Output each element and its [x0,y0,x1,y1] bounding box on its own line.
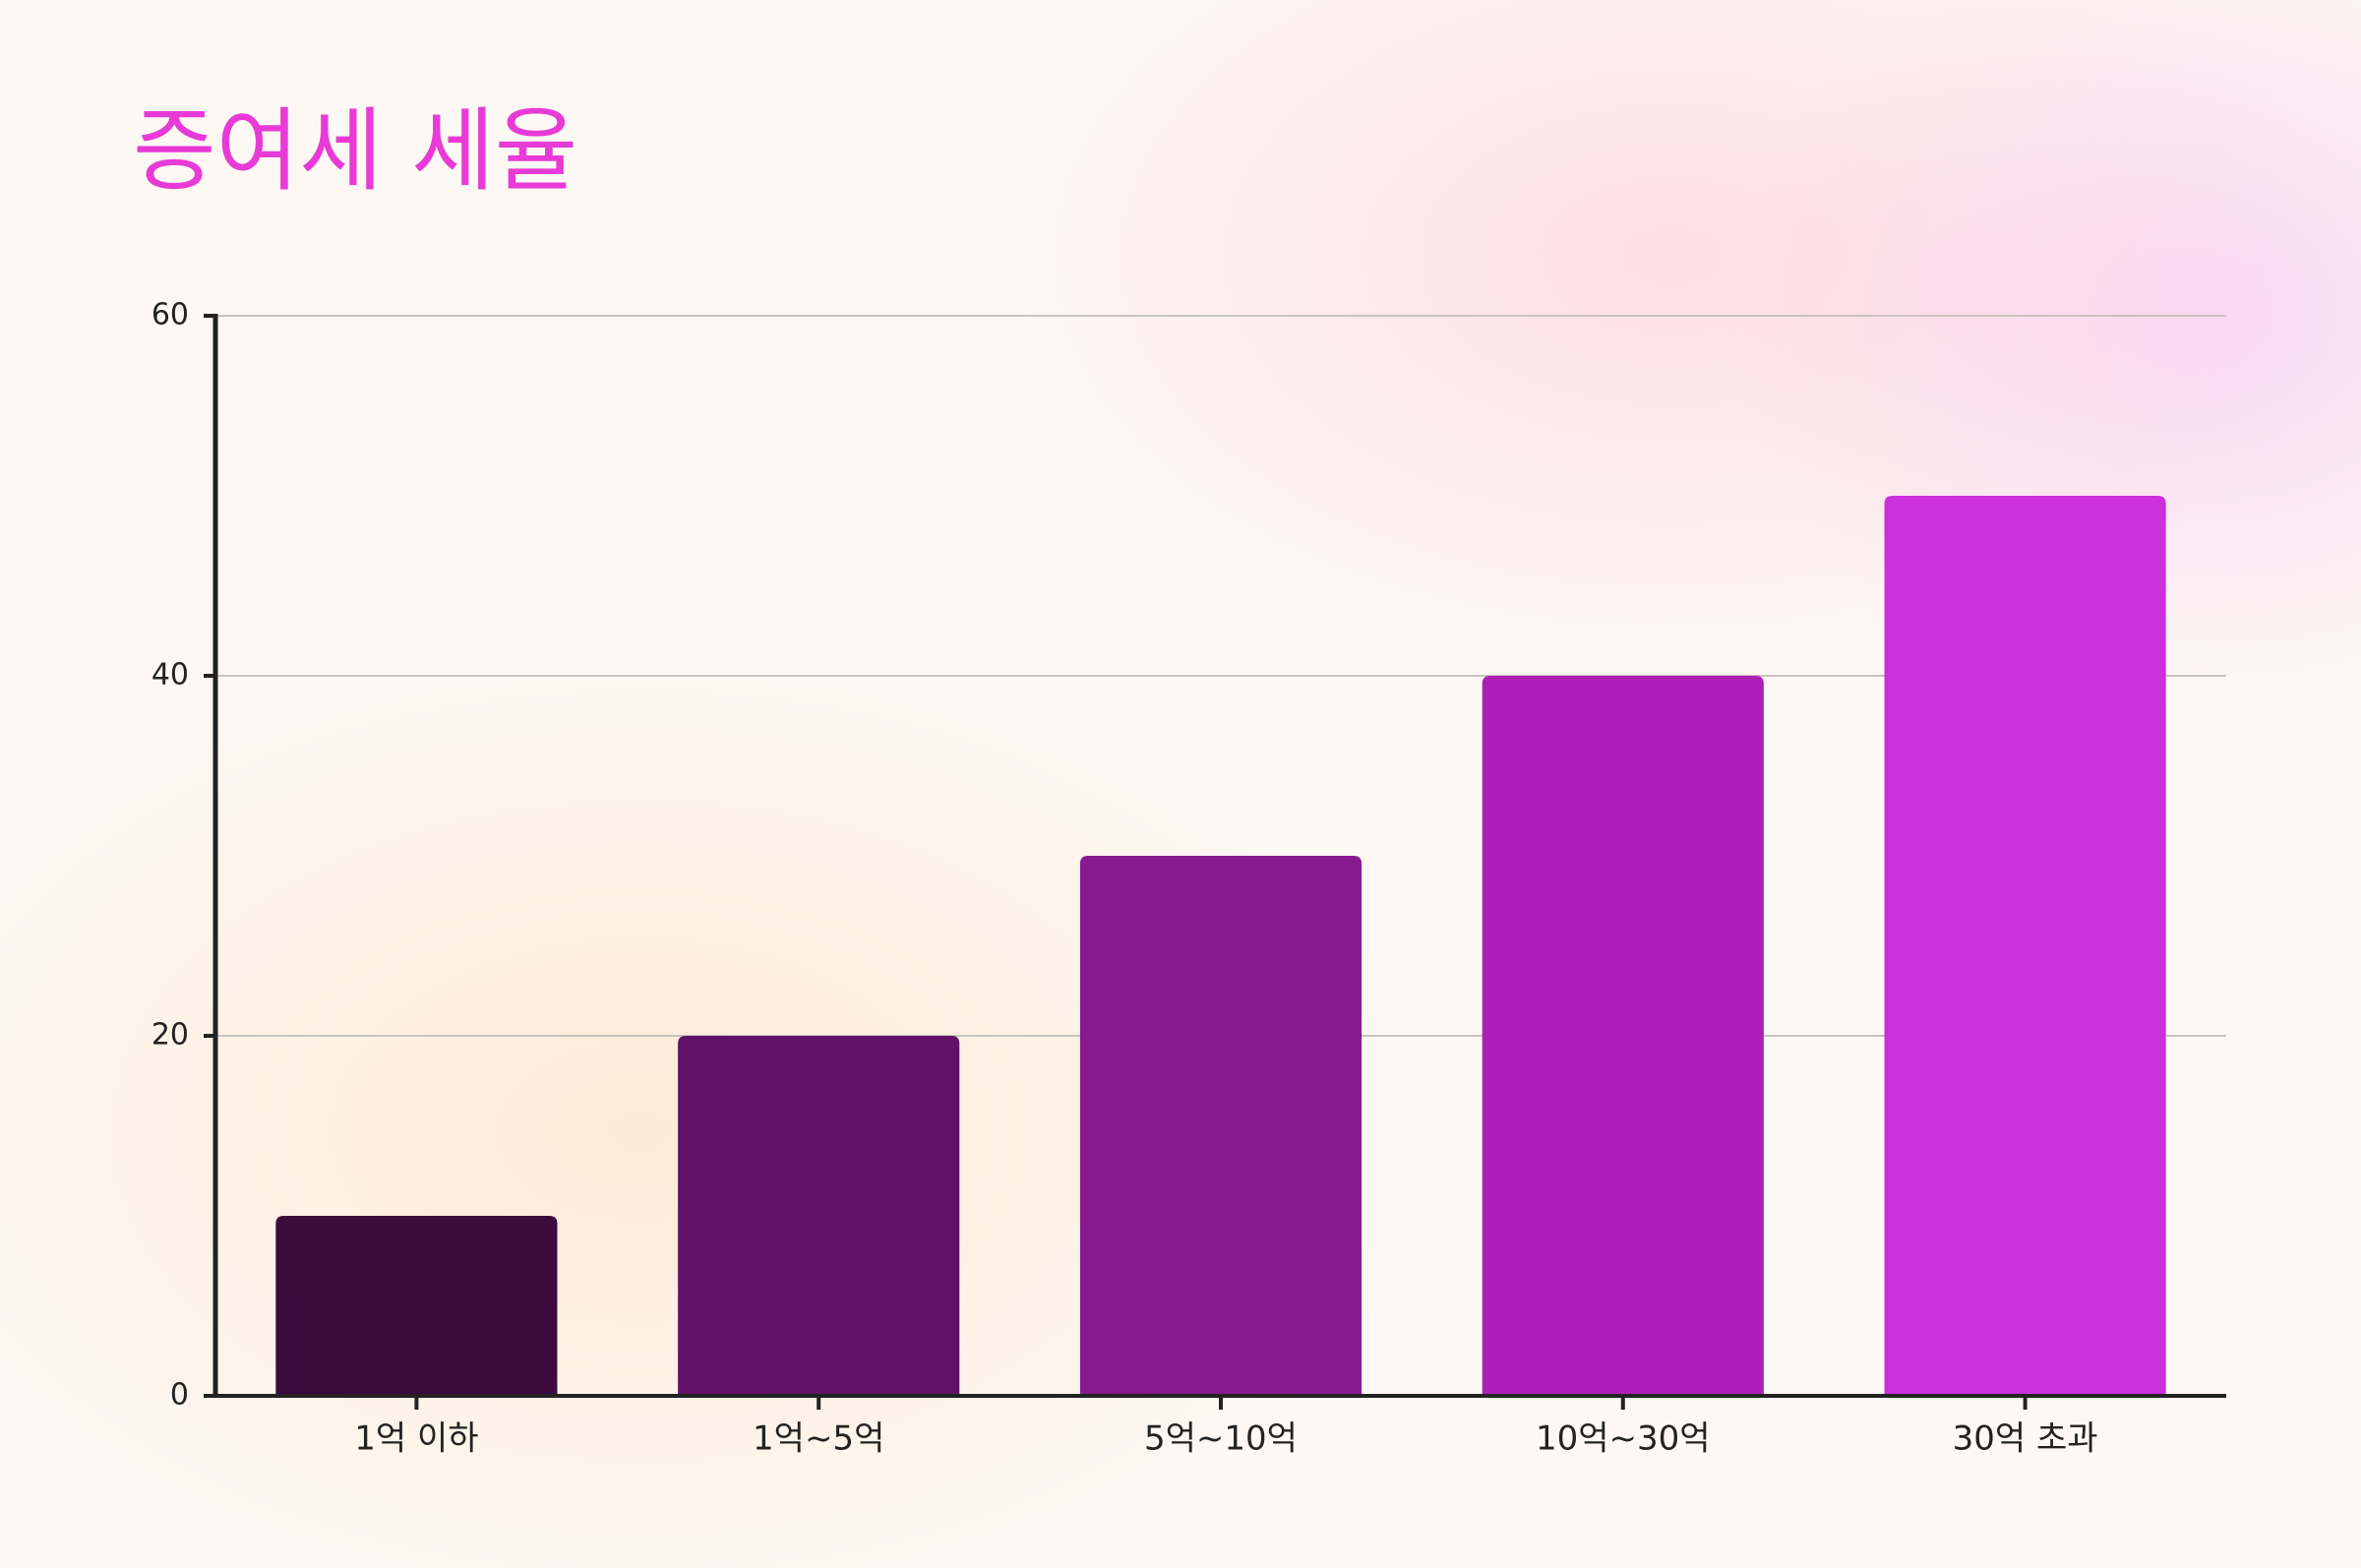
bar [1884,496,2166,1396]
bar [678,1036,960,1396]
bar [275,1216,558,1396]
y-tick-label: 60 [151,298,189,332]
y-tick-label: 20 [151,1018,189,1053]
chart-title: 증여세 세율 [133,98,577,204]
x-tick-label: 1억~5억 [753,1419,884,1459]
x-tick-label: 30억 초과 [1953,1419,2098,1459]
bar [1482,676,1764,1396]
x-tick-label: 1억 이하 [354,1419,478,1459]
y-tick-label: 40 [151,658,189,693]
bar [1079,856,1362,1396]
x-tick-label: 10억~30억 [1536,1419,1711,1459]
x-tick-label: 5억~10억 [1144,1419,1298,1459]
y-tick-label: 0 [170,1378,189,1413]
